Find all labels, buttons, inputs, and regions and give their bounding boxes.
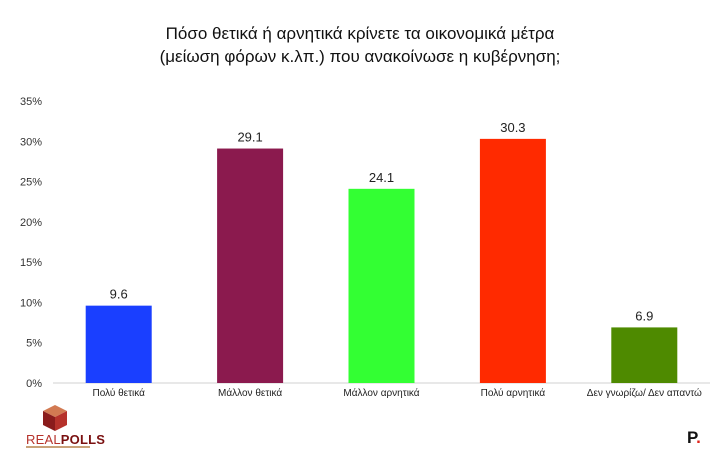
logo-text-polls: POLLS xyxy=(60,432,106,447)
bar-value-label: 6.9 xyxy=(635,308,653,323)
y-tick-label: 35% xyxy=(20,96,42,108)
brand-p-dot: . xyxy=(696,428,701,447)
bar-value-label: 24.1 xyxy=(369,170,394,185)
cube-logo-icon xyxy=(43,405,67,431)
bar xyxy=(217,148,284,383)
y-tick-label: 25% xyxy=(20,177,42,189)
logo-underline xyxy=(26,446,90,448)
brand-p-mark: P. xyxy=(687,428,701,448)
bar-value-label: 30.3 xyxy=(500,120,525,135)
y-tick-label: 20% xyxy=(20,217,42,229)
x-tick-label: Πολύ θετικά xyxy=(92,387,145,399)
chart-title-line-2: (μείωση φόρων κ.λπ.) που ανακοίνωσε η κυ… xyxy=(159,47,561,66)
realpolls-logo: REALPOLLS xyxy=(26,404,106,450)
logo-text: REALPOLLS xyxy=(26,432,105,447)
y-tick-label: 5% xyxy=(26,338,42,350)
bar xyxy=(348,188,415,383)
chart-title: Πόσο θετικά ή αρνητικά κρίνετε τα οικονο… xyxy=(0,22,720,68)
chart-title-line-1: Πόσο θετικά ή αρνητικά κρίνετε τα οικονο… xyxy=(165,24,555,43)
bar xyxy=(479,138,546,383)
y-tick-label: 10% xyxy=(20,297,42,309)
bar-value-label: 29.1 xyxy=(237,130,262,145)
x-tick-label: Δεν γνωρίζω/ Δεν απαντώ xyxy=(587,387,702,399)
bar xyxy=(85,305,152,383)
bar xyxy=(611,327,678,383)
x-tick-label: Μάλλον θετικά xyxy=(218,387,282,399)
y-tick-label: 30% xyxy=(20,136,42,148)
bar-value-label: 9.6 xyxy=(110,287,128,302)
logo-text-real: REAL xyxy=(26,432,61,447)
x-tick-label: Πολύ αρνητικά xyxy=(481,387,546,399)
y-tick-label: 15% xyxy=(20,257,42,269)
y-tick-label: 0% xyxy=(26,378,42,390)
x-tick-label: Μάλλον αρνητικά xyxy=(343,387,419,399)
brand-p-letter: P xyxy=(687,428,697,447)
